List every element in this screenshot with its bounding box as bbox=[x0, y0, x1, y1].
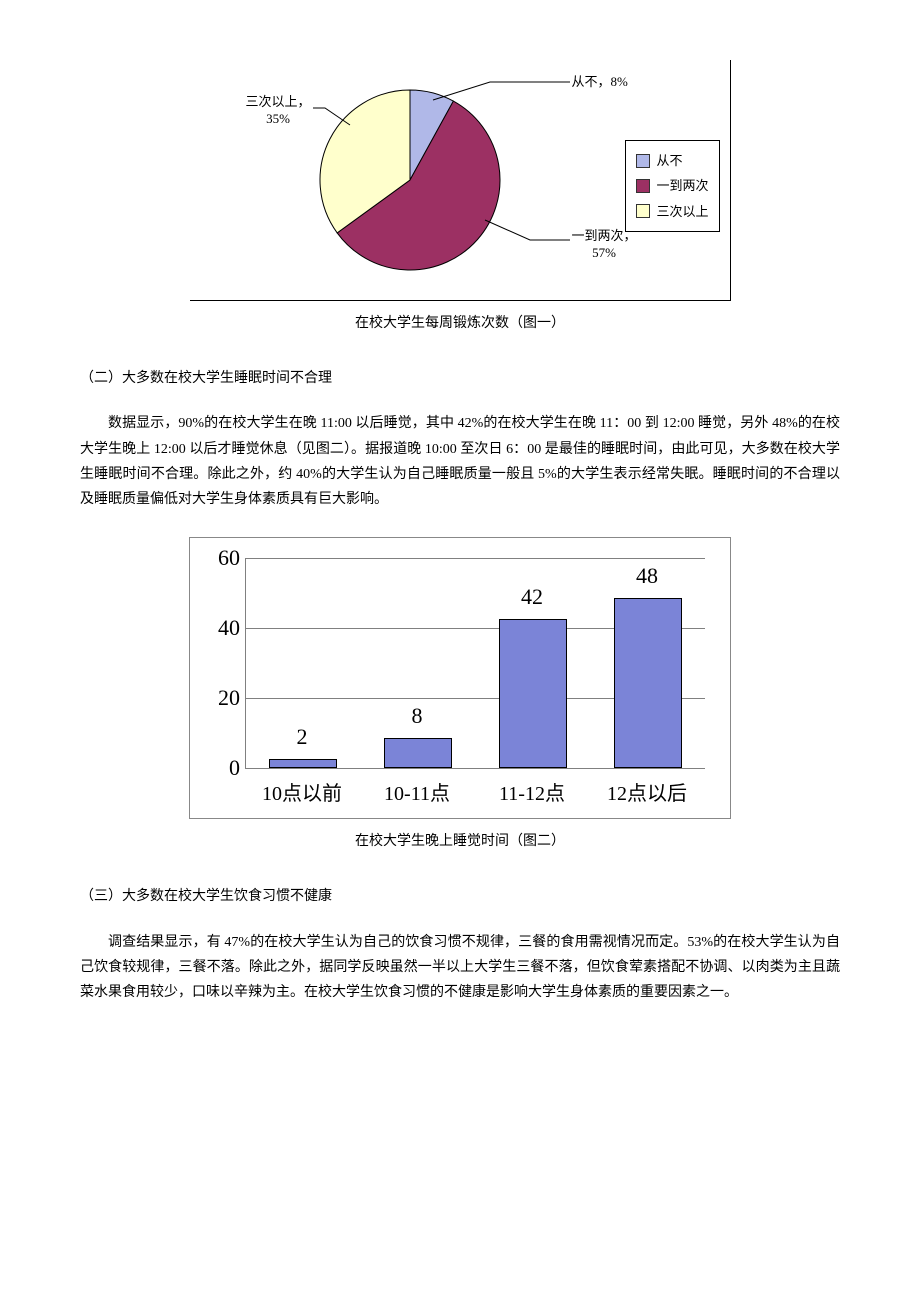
legend-label: 从不 bbox=[656, 149, 682, 172]
x-tick-1: 10点以前 bbox=[262, 776, 342, 812]
bar-value-2: 8 bbox=[412, 696, 423, 736]
bar-3 bbox=[499, 619, 567, 768]
y-tick-60: 60 bbox=[212, 538, 240, 578]
pie-legend: 从不 一到两次 三次以上 bbox=[625, 140, 719, 232]
y-axis-line bbox=[245, 558, 246, 768]
pie-label-three-plus: 三次以上， 35% bbox=[246, 94, 311, 128]
pie-chart-figure: 从不，8% 一到两次， 57% 三次以上， 35% 从不 一到两次 三次以上 bbox=[190, 60, 731, 301]
pie-label-never: 从不，8% bbox=[572, 74, 628, 91]
pie-chart-caption: 在校大学生每周锻炼次数（图一） bbox=[80, 311, 840, 336]
y-tick-20: 20 bbox=[212, 678, 240, 718]
legend-item: 三次以上 bbox=[636, 200, 708, 223]
bar-value-1: 2 bbox=[297, 717, 308, 757]
y-tick-40: 40 bbox=[212, 608, 240, 648]
bar-plot-area: 2 8 42 48 bbox=[245, 558, 705, 768]
bar-chart-figure: 2 8 42 48 60 40 20 0 10点以前 10-11点 11-12点… bbox=[189, 537, 731, 819]
bar-1 bbox=[269, 759, 337, 768]
bar-value-4: 48 bbox=[636, 556, 658, 596]
bar-4 bbox=[614, 598, 682, 768]
x-tick-3: 11-12点 bbox=[499, 776, 565, 812]
legend-item: 一到两次 bbox=[636, 174, 708, 197]
legend-swatch-one-two bbox=[636, 179, 650, 193]
section-3-paragraph: 调查结果显示，有 47%的在校大学生认为自己的饮食习惯不规律，三餐的食用需视情况… bbox=[80, 930, 840, 1006]
section-2-paragraph: 数据显示，90%的在校大学生在晚 11:00 以后睡觉，其中 42%的在校大学生… bbox=[80, 411, 840, 512]
legend-swatch-never bbox=[636, 154, 650, 168]
legend-item: 从不 bbox=[636, 149, 708, 172]
section-2-heading: （二）大多数在校大学生睡眠时间不合理 bbox=[80, 366, 840, 391]
legend-label: 一到两次 bbox=[656, 174, 708, 197]
bar-value-3: 42 bbox=[521, 577, 543, 617]
x-tick-2: 10-11点 bbox=[384, 776, 450, 812]
legend-swatch-three-plus bbox=[636, 204, 650, 218]
legend-label: 三次以上 bbox=[656, 200, 708, 223]
x-tick-4: 12点以后 bbox=[607, 776, 687, 812]
bar-chart-caption: 在校大学生晚上睡觉时间（图二） bbox=[80, 829, 840, 854]
pie-label-one-two: 一到两次， 57% bbox=[572, 228, 637, 262]
bar-2 bbox=[384, 738, 452, 768]
y-tick-0: 0 bbox=[212, 748, 240, 788]
section-3-heading: （三）大多数在校大学生饮食习惯不健康 bbox=[80, 884, 840, 909]
pie-chart-svg bbox=[310, 80, 510, 280]
grid-line bbox=[245, 768, 705, 769]
